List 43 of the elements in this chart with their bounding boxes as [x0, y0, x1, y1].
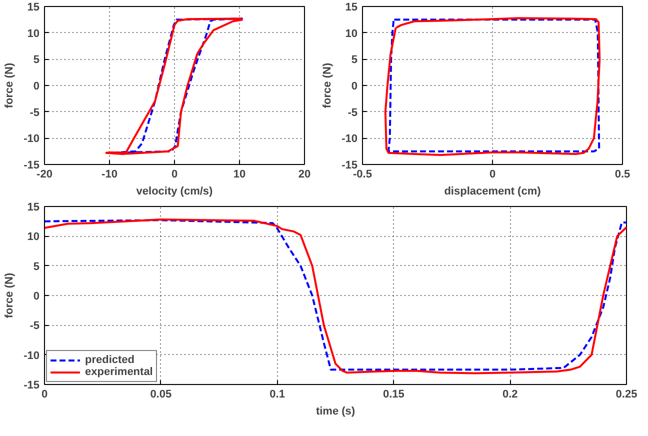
y-tick-label: 5: [33, 260, 40, 273]
x-tick-label: 0.2: [502, 388, 518, 400]
y-axis-title: force (N): [4, 272, 16, 318]
x-tick-label: 10: [233, 168, 246, 180]
x-tick-label: 0: [41, 388, 48, 400]
y-tick-label: -5: [30, 320, 40, 332]
y-tick-label: -10: [24, 350, 40, 362]
x-tick-label: 0: [489, 168, 496, 180]
x-tick-label: 0.25: [616, 388, 638, 400]
x-tick-label: -10: [102, 168, 118, 180]
x-axis-title: velocity (cm/s): [136, 186, 214, 198]
x-tick-label: 0: [171, 168, 178, 180]
y-tick-label: -15: [24, 380, 40, 392]
y-tick-label: -10: [24, 133, 40, 146]
x-axis-title: displacement (cm): [444, 186, 542, 198]
y-axis-title: force (N): [322, 62, 334, 108]
y-tick-label: 15: [27, 2, 40, 14]
legend-label: experimental: [85, 366, 153, 378]
y-tick-label: -15: [342, 160, 358, 172]
y-tick-label: 10: [27, 231, 40, 244]
y-tick-label: -10: [342, 133, 358, 146]
y-tick-label: 0: [33, 290, 40, 302]
x-tick-label: 0.1: [270, 388, 285, 400]
y-tick-label: -5: [348, 106, 358, 119]
x-tick-label: -0.5: [353, 168, 372, 180]
y-tick-label: 10: [27, 28, 40, 40]
y-tick-label: 15: [345, 2, 358, 14]
y-tick-label: -5: [30, 106, 40, 119]
y-tick-label: -15: [24, 160, 40, 172]
y-tick-label: 5: [33, 54, 40, 66]
x-tick-label: 0.15: [382, 388, 404, 400]
y-tick-label: 5: [351, 54, 358, 66]
x-tick-label: 0.05: [150, 388, 172, 400]
legend-label: predicted: [85, 354, 135, 366]
y-tick-label: 10: [345, 28, 358, 40]
y-tick-label: 0: [351, 80, 358, 92]
x-tick-label: 0.5: [614, 168, 630, 180]
y-tick-label: 0: [33, 80, 40, 92]
x-tick-label: -20: [36, 168, 52, 180]
x-tick-label: 20: [298, 168, 311, 180]
y-axis-title: force (N): [4, 62, 16, 108]
x-axis-title: time (s): [316, 406, 356, 418]
y-tick-label: 15: [27, 202, 40, 214]
